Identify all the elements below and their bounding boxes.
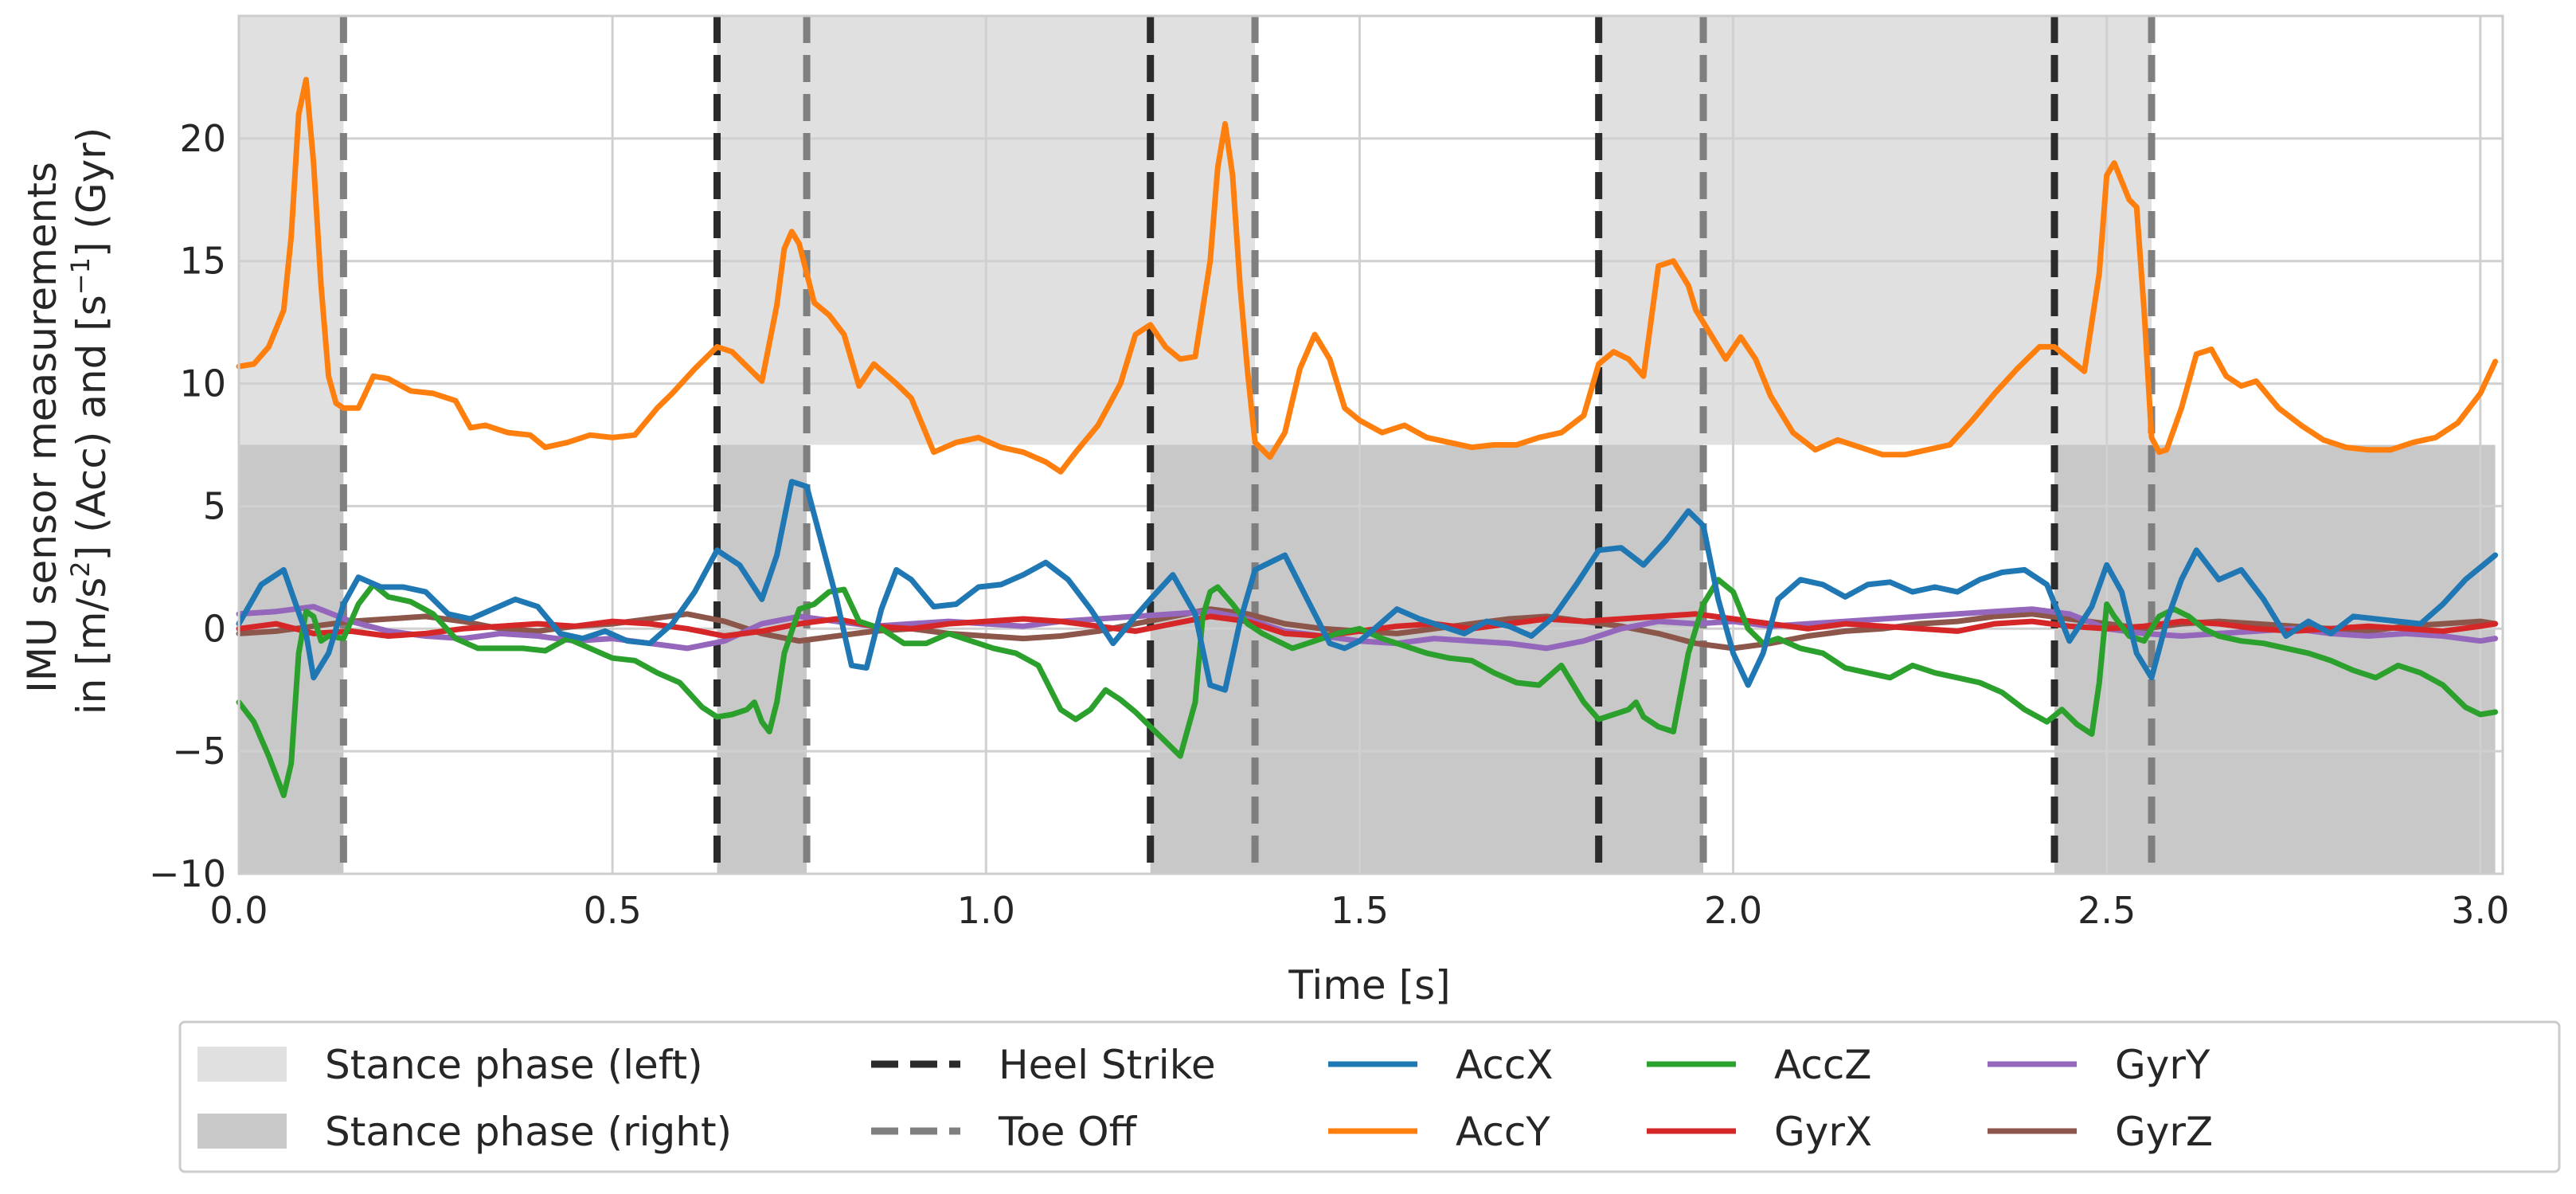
x-tick-label-2: 1.0 xyxy=(957,889,1015,932)
y-axis-label-mid: ] (Acc) and [s xyxy=(68,295,115,561)
x-tick-label-1: 0.5 xyxy=(584,889,642,932)
legend-stance-phase-left-label: Stance phase (left) xyxy=(325,1042,703,1088)
legend-gyry-label: GyrY xyxy=(2115,1042,2211,1088)
stance-right-band-3 xyxy=(2054,444,2496,874)
x-tick-label-6: 3.0 xyxy=(2451,889,2509,932)
legend-stance-phase-right-swatch xyxy=(197,1114,287,1149)
x-tick-label-3: 1.5 xyxy=(1331,889,1389,932)
stance-left-band-2 xyxy=(1598,16,2152,445)
y-axis-label-prefix: in [m/s xyxy=(68,577,115,715)
y-axis-label-line2: in [m/s2] (Acc) and [s−1] (Gyr) xyxy=(65,127,115,715)
y-tick-label-3: 5 xyxy=(203,484,226,527)
x-axis-label: Time [s] xyxy=(1288,962,1450,1008)
legend-accy-label: AccY xyxy=(1456,1109,1550,1155)
y-tick-label-1: −5 xyxy=(172,730,226,773)
legend-stance-phase-right-label: Stance phase (right) xyxy=(325,1109,732,1155)
legend-gyrx-label: GyrX xyxy=(1774,1109,1872,1155)
legend-toe-off-label: Toe Off xyxy=(998,1109,1138,1155)
legend: Stance phase (left) Stance phase (right) H… xyxy=(178,1020,2561,1173)
legend-gyrz-label: GyrZ xyxy=(2115,1109,2213,1155)
series-accx-line xyxy=(236,479,2499,693)
y-axis-label: IMU sensor measurements in [m/s2] (Acc) … xyxy=(19,127,115,715)
x-tick-label-0: 0.0 xyxy=(209,889,268,932)
legend-heel-strike-label: Heel Strike xyxy=(999,1042,1216,1088)
series-accy-line xyxy=(236,76,2499,475)
legend-accz-label: AccZ xyxy=(1774,1042,1872,1088)
plot-frame xyxy=(237,14,2504,875)
y-tick-label-6: 20 xyxy=(179,117,226,160)
y-axis-label-sup2: −1 xyxy=(65,257,96,295)
legend-stance-phase-left-swatch xyxy=(197,1047,287,1082)
gait-event-lines xyxy=(339,16,2156,874)
y-tick-label-2: 0 xyxy=(203,607,226,650)
legend-accx-label: AccX xyxy=(1456,1042,1554,1088)
stance-right-band-1 xyxy=(717,444,807,874)
y-axis-label-suffix: ] (Gyr) xyxy=(68,127,115,257)
x-tick-label-4: 2.0 xyxy=(1704,889,1762,932)
y-axis-label-sup1: 2 xyxy=(65,561,96,577)
legend-box xyxy=(178,1020,2561,1173)
sensor-series xyxy=(236,76,2499,798)
y-axis-label-line1: IMU sensor measurements xyxy=(19,162,65,693)
y-tick-label-4: 10 xyxy=(179,362,226,405)
stance-bands xyxy=(239,16,2496,874)
stance-right-band-2 xyxy=(1150,444,1704,874)
y-tick-label-5: 15 xyxy=(179,240,226,283)
tick-labels: 0.0 0.5 1.0 1.5 2.0 2.5 3.0 −10 −5 0 5 10 15 20 xyxy=(149,117,2510,932)
x-tick-label-5: 2.5 xyxy=(2078,889,2136,932)
series-accz-line xyxy=(236,577,2499,798)
y-tick-label-0: −10 xyxy=(149,852,226,895)
